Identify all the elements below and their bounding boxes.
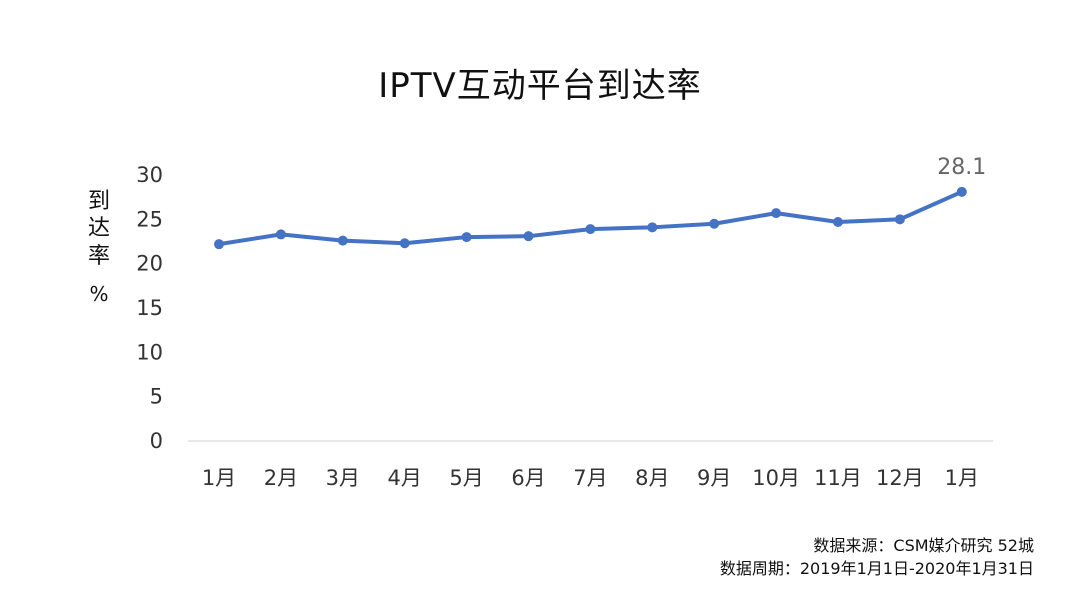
data-point [771, 208, 782, 219]
data-source-note: 数据来源：CSM媒介研究 52城 [813, 536, 1034, 555]
y-tick-label: 30 [136, 163, 163, 187]
series-line [217, 189, 964, 247]
x-tick-label: 1月 [202, 466, 236, 490]
y-axis-unit: % [89, 282, 109, 306]
x-tick-label: 8月 [635, 466, 669, 490]
data-point [523, 231, 534, 242]
x-tick-label: 9月 [697, 466, 731, 490]
x-tick-label: 10月 [752, 466, 800, 490]
x-tick-label: 2月 [264, 466, 298, 490]
data-point [956, 186, 967, 197]
axes-group: 0 5 10 15 20 25 30 1月 2月 3月 4月 5月 6月 7月 8月 9月 10月 11月 12月 1… [136, 163, 993, 490]
data-point [461, 232, 472, 243]
y-tick-label: 20 [136, 252, 163, 276]
chart-title: IPTV互动平台到达率 [378, 66, 702, 106]
data-point [337, 235, 348, 246]
data-point [833, 216, 843, 227]
data-point [399, 238, 410, 249]
data-point [709, 218, 720, 229]
x-tick-label: 6月 [511, 466, 545, 490]
y-tick-label: 15 [136, 296, 163, 320]
data-period-note: 数据周期：2019年1月1日-2020年1月31日 [719, 559, 1034, 578]
data-point [275, 229, 286, 240]
y-tick-label: 5 [150, 385, 163, 409]
y-tick-label: 25 [136, 207, 163, 231]
x-tick-label: 5月 [449, 466, 483, 490]
data-point [647, 222, 658, 233]
x-tick-label: 11月 [814, 466, 862, 490]
y-axis-label: 到达率 % [84, 160, 114, 335]
y-axis-label-text: 到达率 [87, 188, 110, 269]
x-tick-label: 3月 [326, 466, 360, 490]
y-tick-label: 0 [150, 429, 163, 453]
data-point [585, 224, 596, 235]
data-label: 28.1 [937, 155, 986, 180]
y-tick-label: 10 [136, 340, 163, 364]
data-point [894, 214, 905, 225]
x-tick-label: 7月 [573, 466, 607, 490]
x-tick-label: 1月 [945, 466, 979, 490]
data-point [214, 239, 224, 250]
x-tick-label: 12月 [876, 466, 924, 490]
x-tick-label: 4月 [388, 466, 422, 490]
labels-group: 28.1 [937, 155, 986, 180]
series-group [214, 186, 967, 250]
